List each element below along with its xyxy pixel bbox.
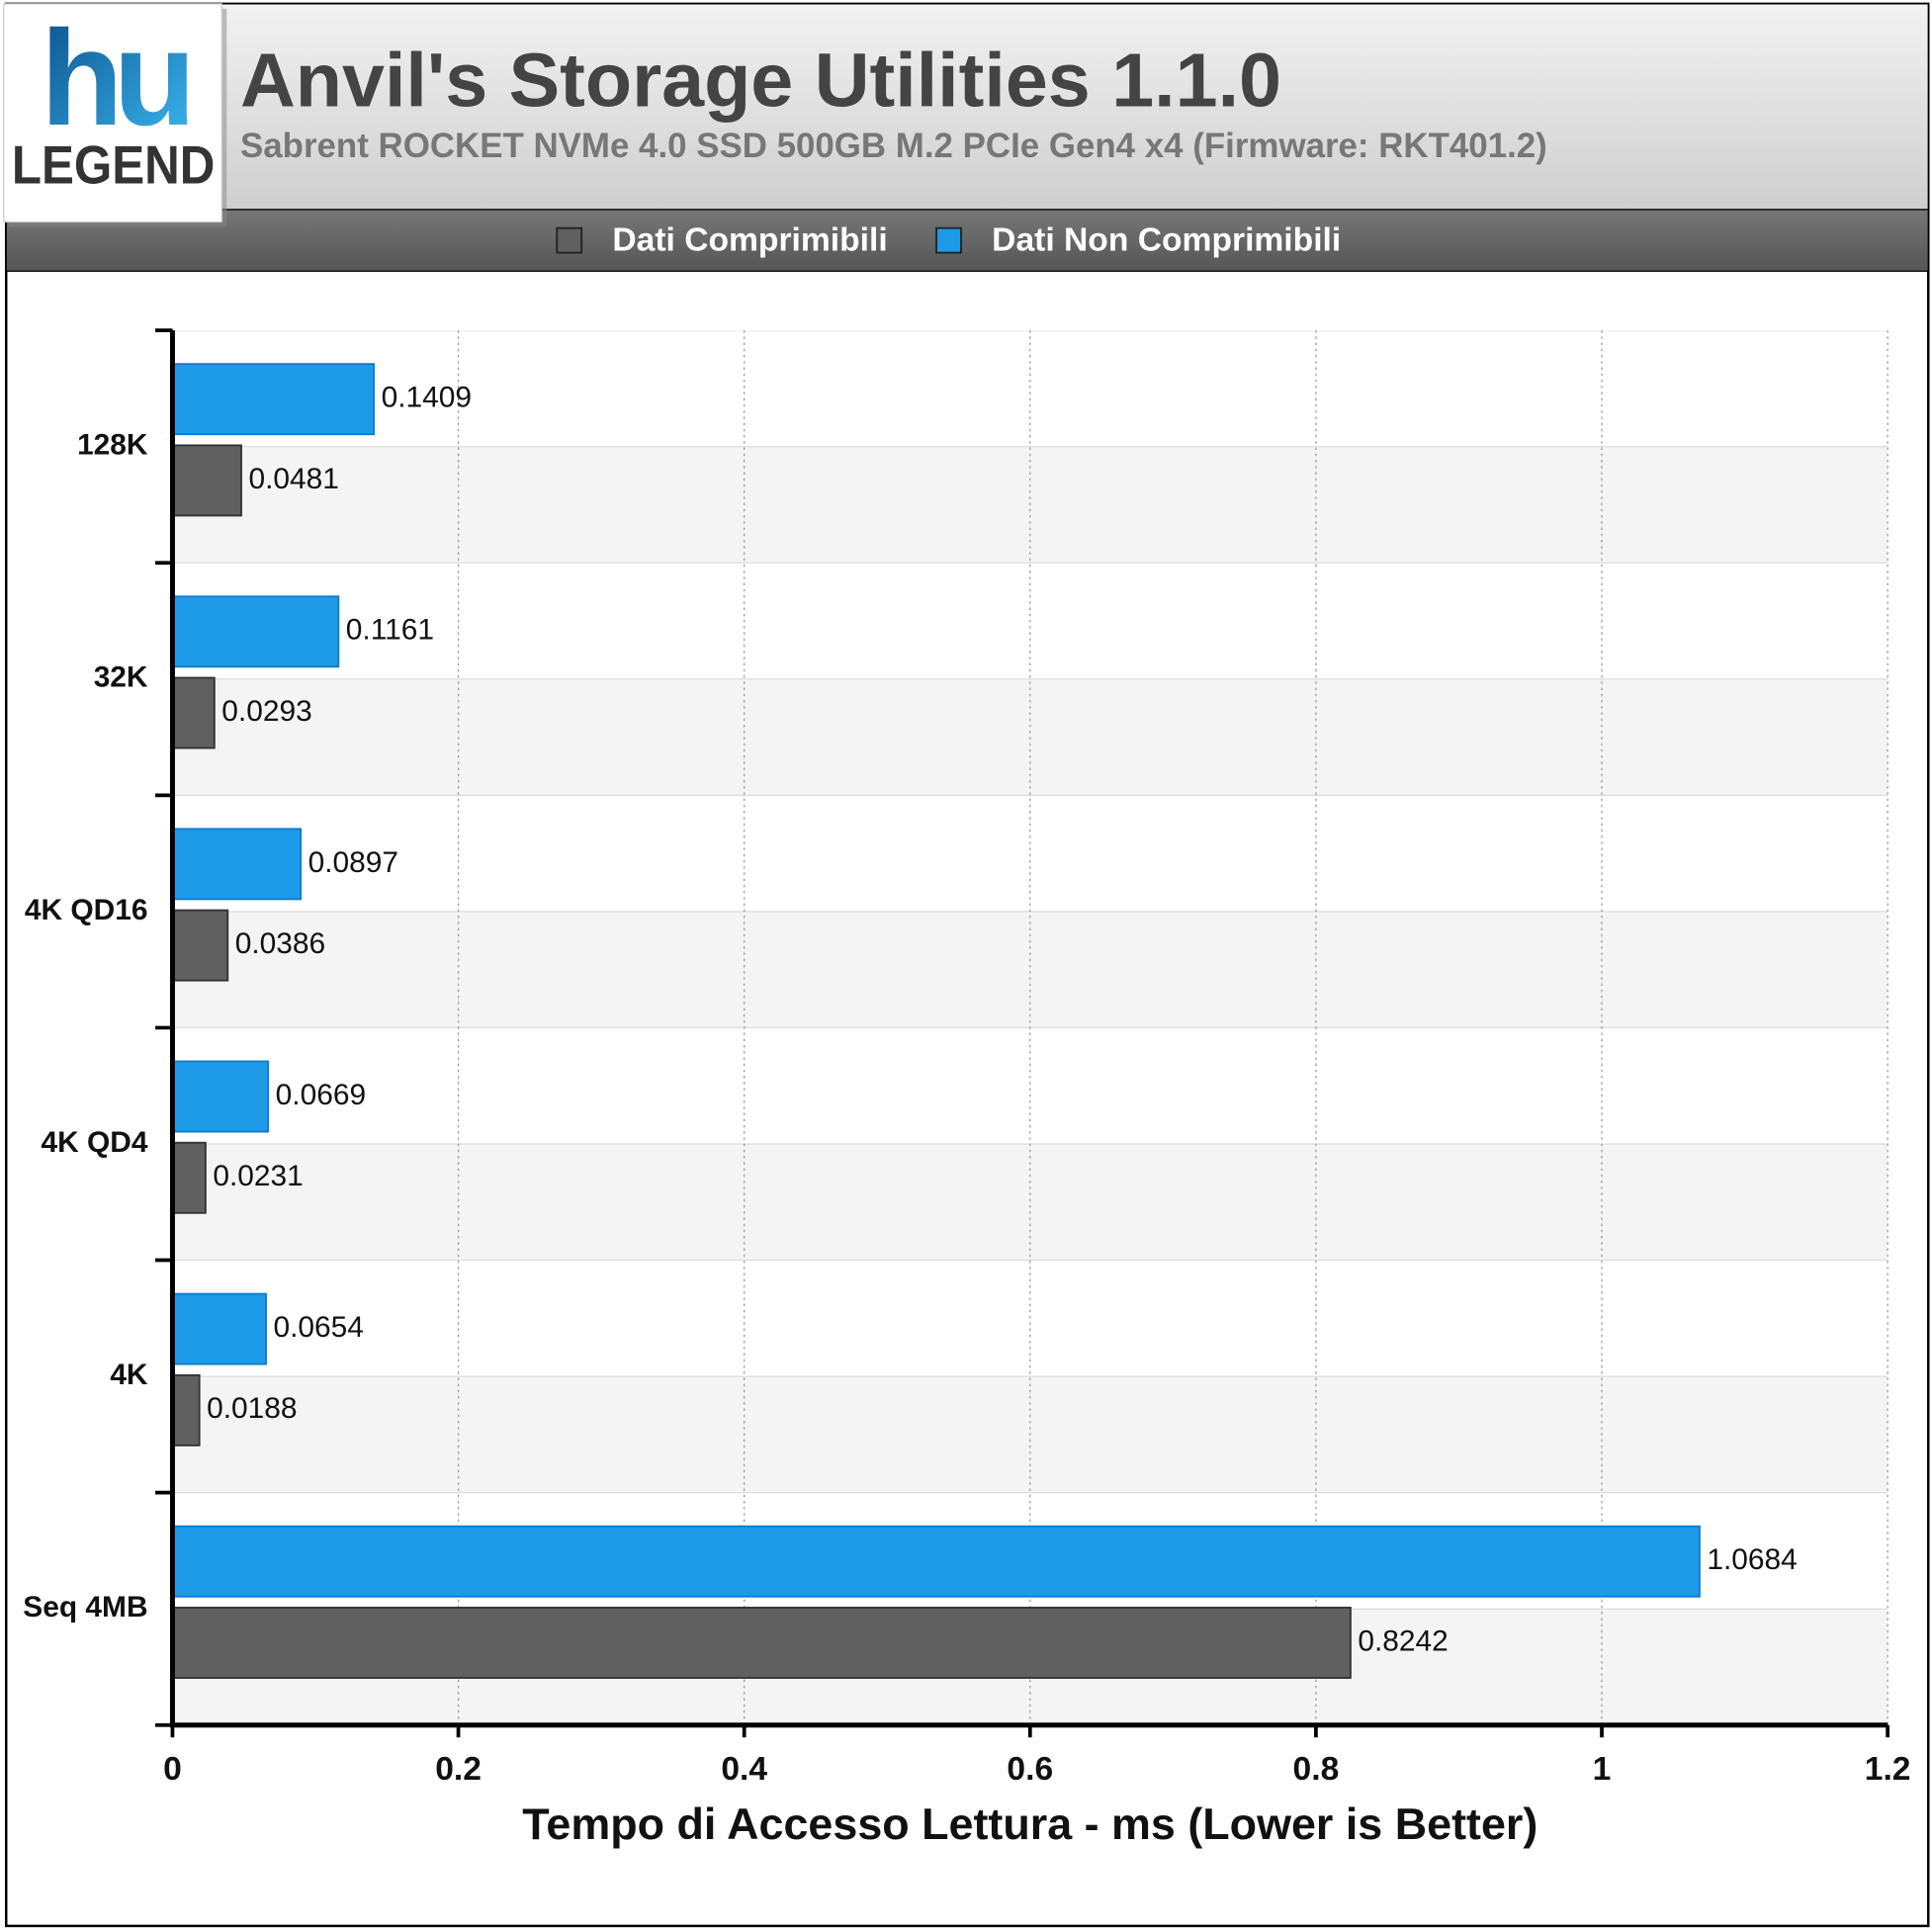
value-label: 1.0684 xyxy=(1707,1543,1797,1576)
bar xyxy=(171,1607,1352,1679)
bar xyxy=(171,1292,267,1365)
header xyxy=(5,3,1929,211)
legend-label: Dati Comprimibili xyxy=(612,221,887,258)
value-label: 0.8242 xyxy=(1358,1624,1448,1657)
legend-label: Dati Non Comprimibili xyxy=(992,221,1341,258)
bar xyxy=(171,595,340,668)
value-label: 0.0293 xyxy=(221,695,311,728)
bar xyxy=(171,828,303,901)
value-label: 0.1161 xyxy=(346,614,434,647)
bar xyxy=(171,1141,207,1214)
x-axis-title: Tempo di Accesso Lettura - ms (Lower is … xyxy=(522,1799,1537,1849)
bar xyxy=(171,1060,270,1133)
value-label: 0.0188 xyxy=(207,1392,297,1425)
y-tick-label: 4K xyxy=(110,1359,148,1391)
x-tick-label: 1.2 xyxy=(1865,1751,1911,1788)
value-label: 0.0654 xyxy=(273,1311,363,1344)
x-tick-label: 0.6 xyxy=(1007,1751,1053,1788)
bar xyxy=(171,444,242,517)
y-tick-label: Seq 4MB xyxy=(23,1591,147,1624)
value-label: 0.0481 xyxy=(248,463,338,495)
x-tick-label: 1 xyxy=(1593,1751,1612,1788)
y-tick-label: 128K xyxy=(77,429,148,462)
legend-swatch xyxy=(935,226,962,254)
logo-text: LEGEND xyxy=(12,133,216,195)
x-tick-label: 0.8 xyxy=(1293,1751,1340,1788)
bar xyxy=(171,1373,201,1447)
value-label: 0.0231 xyxy=(213,1160,303,1192)
y-tick-label: 32K xyxy=(94,661,148,694)
x-tick-label: 0 xyxy=(163,1751,182,1788)
value-label: 0.1409 xyxy=(382,382,472,414)
value-label: 0.0897 xyxy=(308,846,398,879)
bar xyxy=(171,676,216,749)
logo-box xyxy=(3,3,222,223)
legend-swatch xyxy=(556,226,583,254)
chart-title: Anvil's Storage Utilities 1.1.0 xyxy=(240,39,1281,124)
value-label: 0.0669 xyxy=(276,1079,366,1111)
bar xyxy=(171,909,229,982)
chart-subtitle: Sabrent ROCKET NVMe 4.0 SSD 500GB M.2 PC… xyxy=(240,127,1547,165)
logo-mark: hu xyxy=(41,3,188,154)
value-label: 0.0386 xyxy=(235,927,325,960)
x-tick-label: 0.4 xyxy=(721,1751,767,1788)
x-tick-label: 0.2 xyxy=(435,1751,482,1788)
legend-bar xyxy=(5,209,1929,272)
bar xyxy=(171,1525,1701,1598)
y-tick-label: 4K QD16 xyxy=(25,894,148,926)
bar xyxy=(171,363,376,436)
y-tick-label: 4K QD4 xyxy=(42,1126,148,1159)
